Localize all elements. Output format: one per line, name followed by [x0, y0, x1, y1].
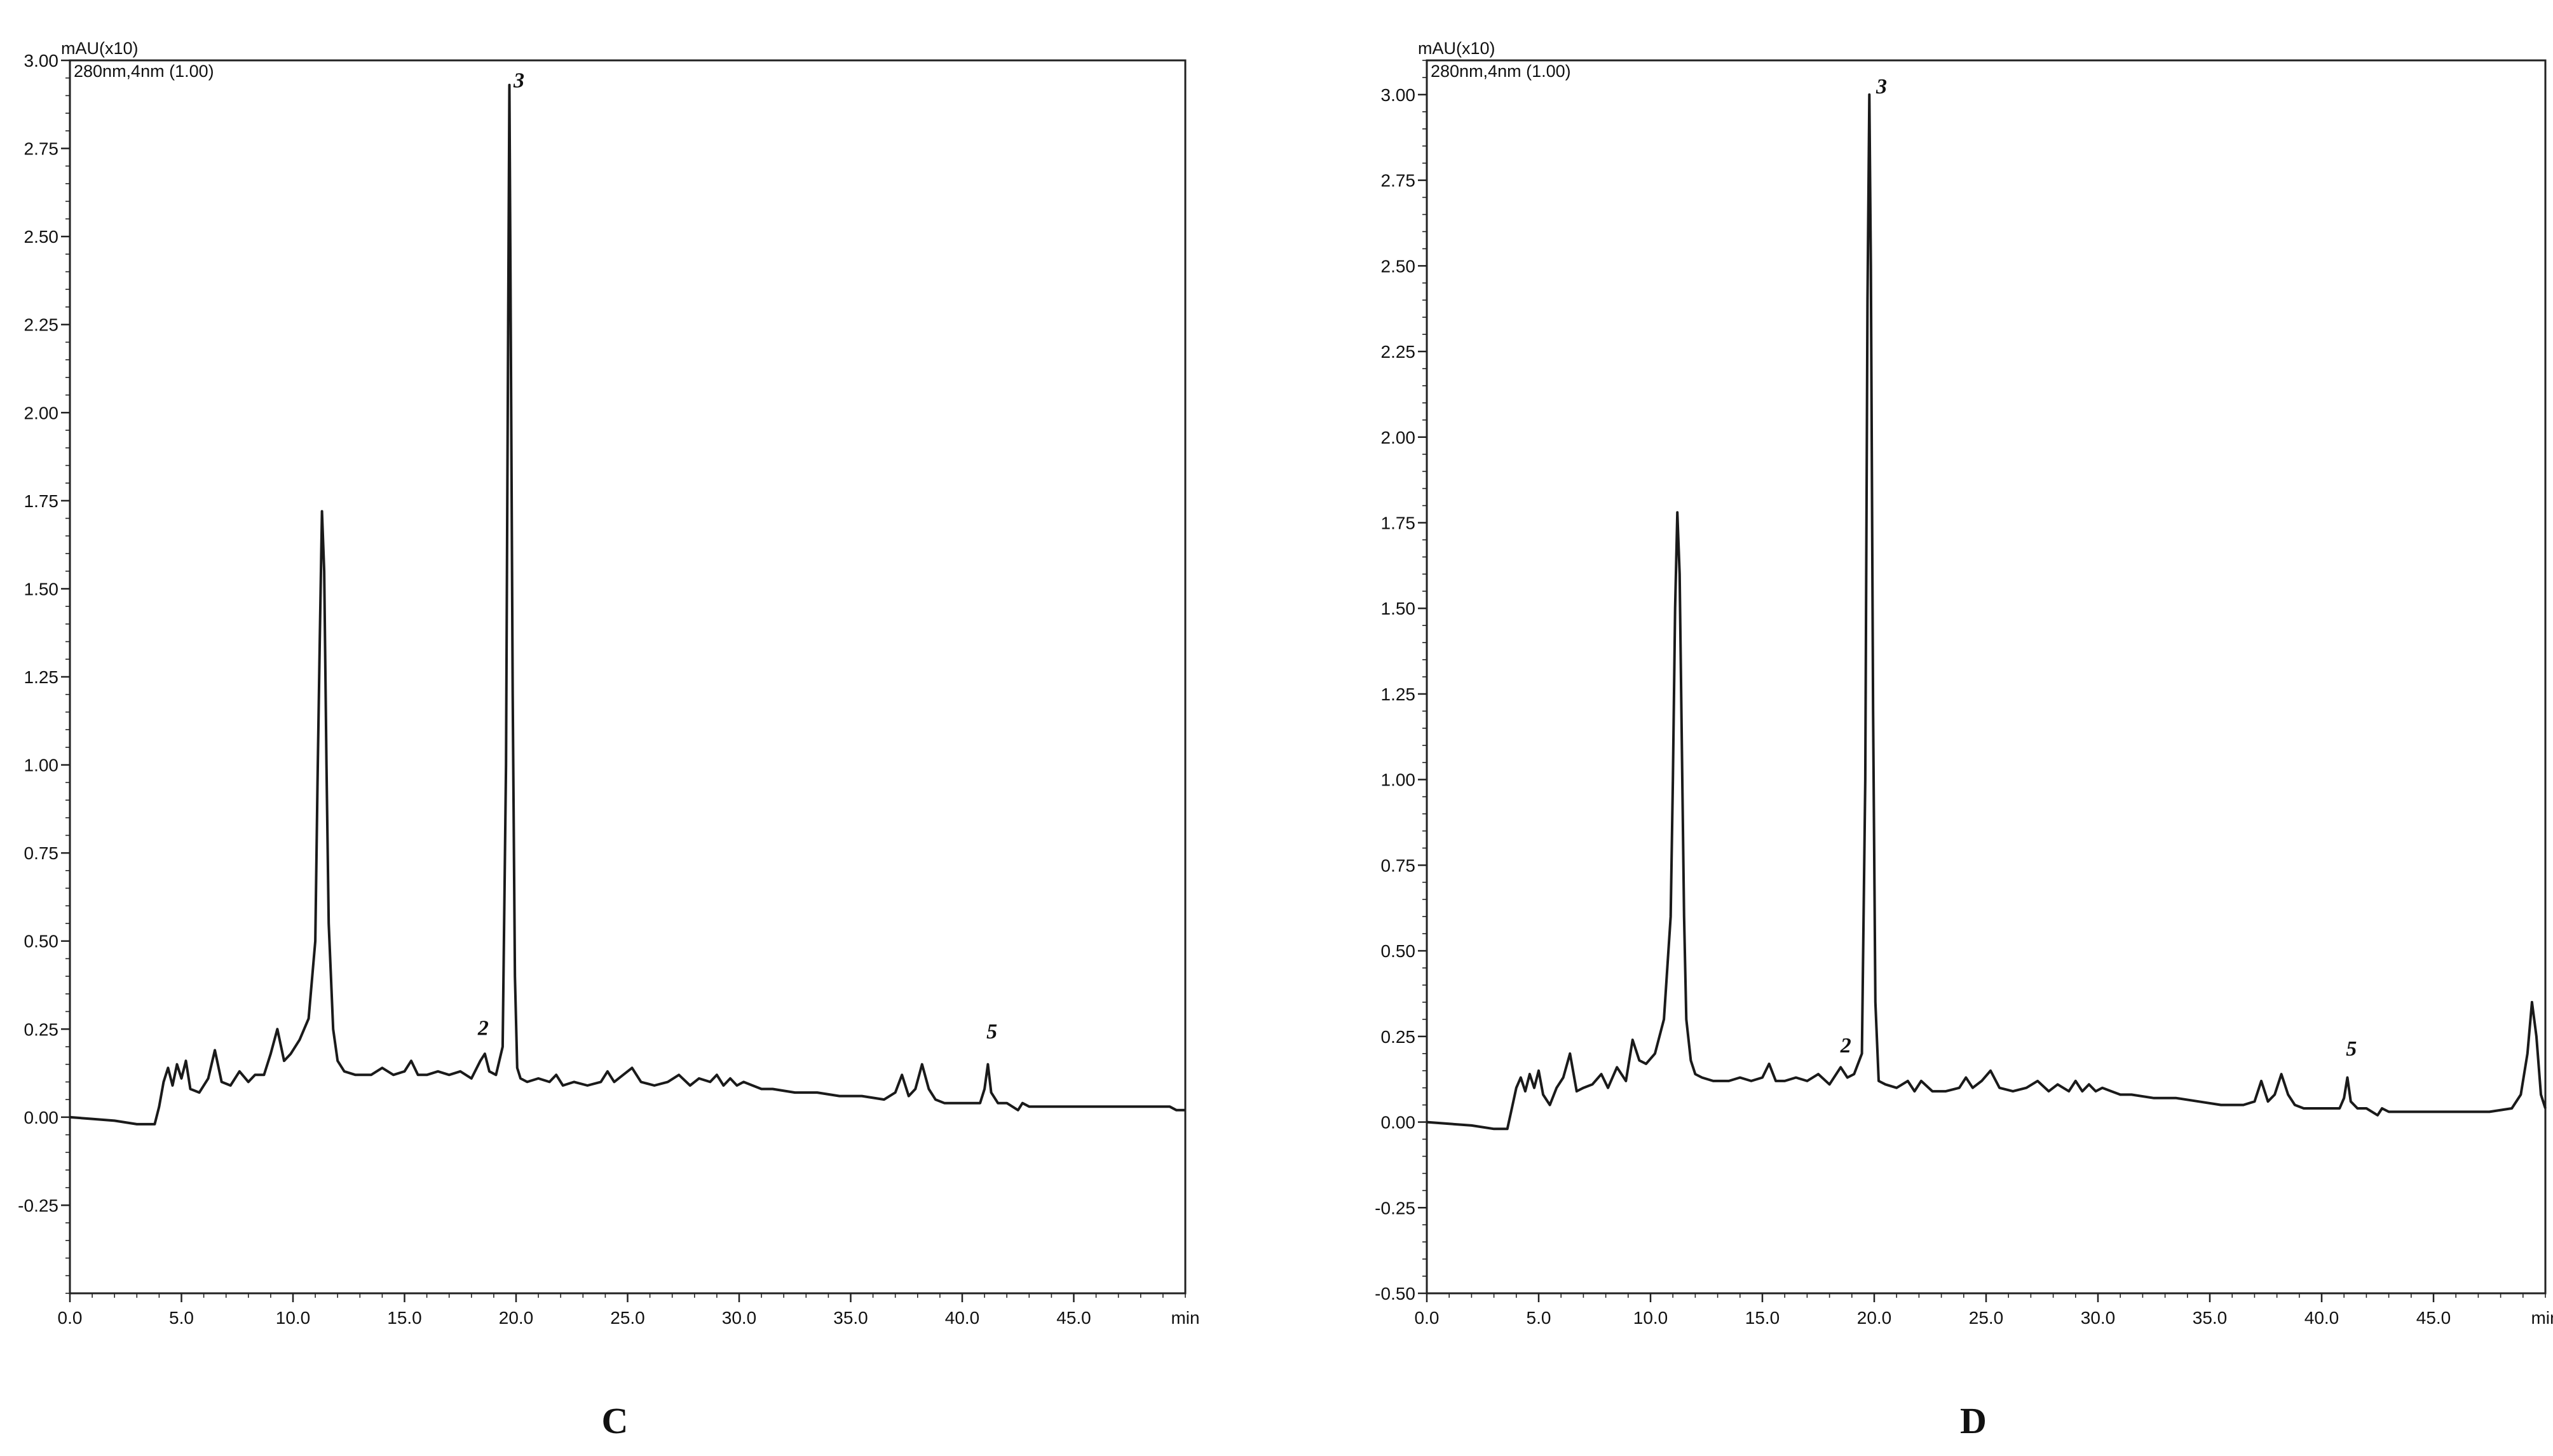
- y-tick-label: 3.00: [24, 51, 59, 71]
- x-tick-label: 10.0: [276, 1308, 311, 1328]
- x-axis-unit-label: min: [1171, 1308, 1199, 1328]
- x-tick-label: 5.0: [1527, 1308, 1551, 1328]
- x-tick-label: 40.0: [2305, 1308, 2339, 1328]
- x-tick-label: 15.0: [1745, 1308, 1780, 1328]
- panel-label: C: [602, 1400, 629, 1441]
- y-tick-label: 0.25: [1381, 1027, 1416, 1047]
- y-tick-label: -0.25: [1375, 1198, 1415, 1218]
- chromatogram-trace: [69, 83, 1185, 1126]
- x-tick-label: 0.0: [58, 1308, 83, 1328]
- y-tick-label: 2.50: [1381, 256, 1416, 276]
- channel-label: 280nm,4nm (1.00): [74, 62, 214, 81]
- x-tick-label: 30.0: [2081, 1308, 2116, 1328]
- y-tick-label: 1.75: [1381, 514, 1416, 533]
- y-tick-label: 0.00: [1381, 1113, 1416, 1133]
- y-tick-label: 2.75: [1381, 171, 1416, 191]
- panel-label: D: [1960, 1400, 1987, 1441]
- y-tick-label: 0.75: [24, 843, 59, 863]
- peak-label: 2: [477, 1016, 489, 1040]
- chromatogram-trace: [1426, 93, 2547, 1131]
- x-tick-label: 25.0: [610, 1308, 645, 1328]
- peak-label: 5: [986, 1020, 997, 1044]
- x-tick-label: 20.0: [1857, 1308, 1892, 1328]
- x-tick-label: 0.0: [1415, 1308, 1440, 1328]
- y-tick-label: 1.00: [24, 756, 59, 775]
- y-tick-label: 0.50: [24, 932, 59, 951]
- y-unit-label: mAU(x10): [61, 39, 139, 58]
- x-tick-label: 35.0: [2193, 1308, 2228, 1328]
- y-tick-label: 2.50: [24, 227, 59, 247]
- y-tick-label: 1.25: [1381, 684, 1416, 704]
- y-tick-label: -0.50: [1375, 1284, 1415, 1303]
- chromatogram-panel-c: mAU(x10) 280nm,4nm (1.00) 3.00 2.75 2.50 2.25…: [18, 39, 1199, 1441]
- x-tick-label: 15.0: [387, 1308, 422, 1328]
- x-tick-label: 35.0: [833, 1308, 868, 1328]
- y-tick-label: 1.25: [24, 667, 59, 687]
- peak-label: 2: [1840, 1034, 1851, 1058]
- x-tick-label: 45.0: [2416, 1308, 2451, 1328]
- x-tick-label: 20.0: [499, 1308, 534, 1328]
- x-tick-label: 25.0: [1969, 1308, 2004, 1328]
- y-tick-label: 3.00: [1381, 85, 1416, 105]
- y-tick-label: 2.00: [1381, 428, 1416, 447]
- y-tick-label: 2.25: [24, 315, 59, 335]
- y-tick-label: 0.50: [1381, 941, 1416, 961]
- x-tick-label: 30.0: [722, 1308, 757, 1328]
- x-axis-unit-label: min: [2531, 1308, 2553, 1328]
- peak-label: 3: [513, 69, 524, 92]
- y-tick-label: 0.00: [24, 1108, 59, 1127]
- y-tick-label: 0.25: [24, 1019, 59, 1039]
- y-tick-label: 1.50: [1381, 599, 1416, 618]
- y-tick-label: 1.75: [24, 491, 59, 511]
- plot-frame: [1426, 59, 2547, 1295]
- y-tick-label: 2.00: [24, 403, 59, 423]
- y-tick-label: 2.25: [1381, 342, 1416, 362]
- y-tick-label: 0.75: [1381, 855, 1416, 875]
- peak-label: 3: [1876, 75, 1887, 99]
- channel-label: 280nm,4nm (1.00): [1431, 62, 1571, 81]
- chromatogram-panel-d: mAU(x10) 280nm,4nm (1.00) 3.00 2.75 2.50 2.25…: [1375, 39, 2553, 1441]
- x-tick-label: 5.0: [169, 1308, 194, 1328]
- y-tick-label: 1.50: [24, 579, 59, 599]
- peak-label: 5: [2346, 1037, 2357, 1061]
- x-tick-label: 10.0: [1633, 1308, 1668, 1328]
- y-tick-label: -0.25: [18, 1195, 58, 1215]
- y-tick-label: 2.75: [24, 139, 59, 159]
- x-tick-label: 45.0: [1056, 1308, 1091, 1328]
- y-tick-label: 1.00: [1381, 770, 1416, 790]
- y-unit-label: mAU(x10): [1418, 39, 1495, 58]
- x-tick-label: 40.0: [945, 1308, 980, 1328]
